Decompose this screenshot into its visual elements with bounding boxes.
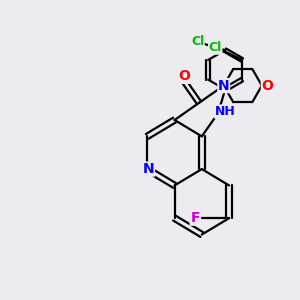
Text: N: N (218, 79, 230, 93)
Text: NH: NH (215, 105, 236, 118)
Text: N: N (143, 162, 154, 176)
Text: O: O (178, 69, 190, 83)
Text: F: F (190, 211, 200, 225)
Text: O: O (261, 79, 273, 93)
Text: Cl: Cl (208, 41, 222, 54)
Text: Cl: Cl (191, 35, 204, 48)
